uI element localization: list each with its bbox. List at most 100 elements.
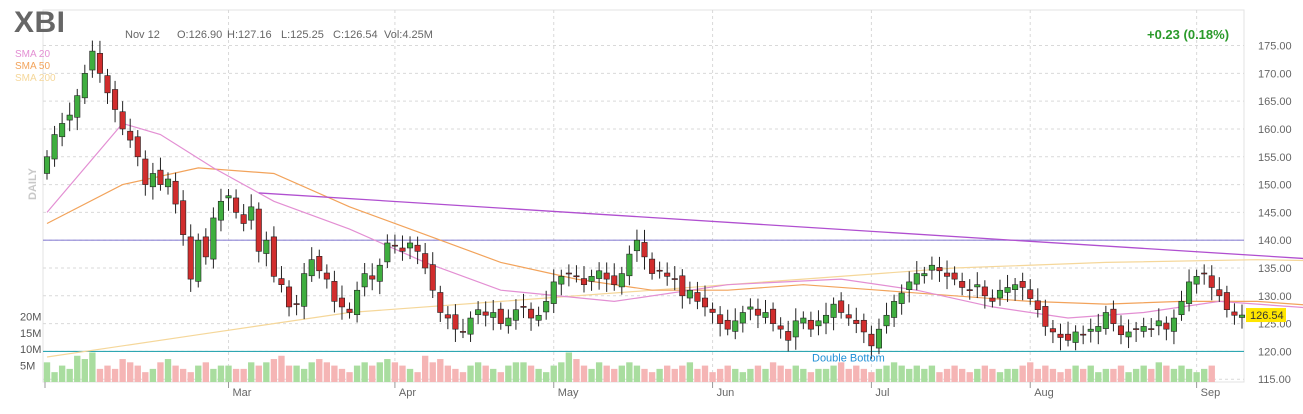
volume-bar [686, 362, 694, 382]
candle-body [331, 281, 338, 302]
candle-body [43, 156, 51, 174]
volume-bar [921, 368, 928, 382]
volume-bar [331, 365, 338, 382]
candle-body [732, 320, 739, 332]
candle-body [739, 312, 746, 324]
candle-body [754, 308, 761, 316]
candle-body [618, 273, 625, 288]
volume-bar [558, 362, 565, 382]
volume-bar [747, 368, 754, 382]
candle-body [1178, 301, 1185, 316]
volume-bar [1185, 368, 1193, 382]
volume-bar [429, 362, 436, 382]
candle-body [1223, 292, 1230, 311]
candle-body [59, 123, 66, 138]
candle-body [550, 281, 557, 304]
candle-body [686, 289, 693, 299]
volume-bar [943, 368, 951, 382]
candle-body [717, 314, 724, 324]
quote-volume: Vol:4.25M [384, 29, 433, 41]
price-tick-label: 160.00 [1258, 124, 1292, 136]
candle-body [883, 314, 890, 327]
candle-body [853, 319, 860, 324]
downtrend-line [258, 192, 1303, 260]
volume-bar [293, 365, 300, 382]
volume-bar [300, 368, 308, 382]
candle-body [384, 242, 391, 263]
volume-bar [800, 368, 807, 382]
candle-body [1201, 272, 1208, 275]
quote-date: Nov 12 [125, 29, 160, 41]
volume-bar [505, 365, 512, 382]
volume-bar [474, 362, 482, 382]
candle-body [96, 53, 103, 74]
sma200-line [46, 259, 1303, 358]
double-bottom-annotation: Double Bottom [812, 352, 885, 364]
volume-bar [149, 368, 157, 382]
volume-bar [989, 368, 996, 382]
candle-body [142, 158, 149, 185]
price-change: +0.23 (0.18%) [1147, 27, 1230, 42]
candle-body [323, 272, 330, 280]
volume-bar [853, 365, 860, 382]
volume-bar [618, 365, 625, 382]
volume-bar [520, 362, 527, 382]
candle-body [51, 134, 58, 160]
candle-body [467, 317, 474, 335]
volume-bar [1064, 368, 1072, 382]
candle-body [626, 253, 633, 277]
volume-bar [421, 355, 429, 382]
volume-bar [913, 365, 920, 382]
candle-body [875, 328, 882, 349]
candle-body [1072, 331, 1079, 343]
candle-body [233, 197, 240, 213]
candle-body [770, 308, 777, 324]
volume-bar [323, 362, 331, 382]
candle-body [800, 317, 807, 324]
volume-bar [1163, 365, 1170, 382]
candle-body [81, 73, 88, 99]
candle-body [633, 239, 640, 252]
volume-bar [754, 365, 762, 382]
candle-body [1102, 312, 1109, 329]
volume-bar [217, 365, 225, 382]
volume-bar [248, 362, 255, 382]
candle-body [444, 314, 451, 319]
candle-body [308, 259, 315, 277]
volume-bar [543, 372, 550, 382]
candle-body [459, 331, 467, 333]
candle-body [164, 178, 172, 188]
candle-body [429, 264, 436, 291]
volume-bar [1087, 365, 1094, 382]
volume-bar [777, 365, 784, 382]
candle-body [119, 111, 126, 130]
candle-body [1186, 281, 1193, 304]
candle-body [74, 95, 81, 118]
candle-body [951, 272, 958, 280]
volume-bar [66, 368, 73, 382]
candle-body [921, 273, 928, 277]
volume-bar [822, 368, 830, 382]
volume-bar [527, 365, 535, 382]
volume-bar [966, 372, 973, 382]
candle-body [1140, 326, 1147, 332]
volume-tick-label: 10M [20, 344, 41, 356]
volume-bar [240, 368, 247, 382]
candle-body [187, 236, 194, 280]
volume-bar [399, 365, 406, 382]
volume-bar [974, 368, 981, 382]
volume-bar [694, 368, 701, 382]
volume-bar [1140, 365, 1147, 382]
candle-body [490, 312, 497, 318]
candle-body [376, 264, 383, 282]
candle-body [543, 301, 550, 313]
volume-bar [641, 368, 648, 382]
price-tick-label: 150.00 [1258, 180, 1292, 192]
candle-body [1155, 320, 1162, 327]
volume-bar [769, 362, 777, 382]
volume-bar [195, 365, 202, 382]
candle-body [580, 278, 588, 285]
volume-bar [701, 365, 709, 382]
volume-bar [1027, 362, 1034, 382]
candle-body [898, 292, 905, 304]
